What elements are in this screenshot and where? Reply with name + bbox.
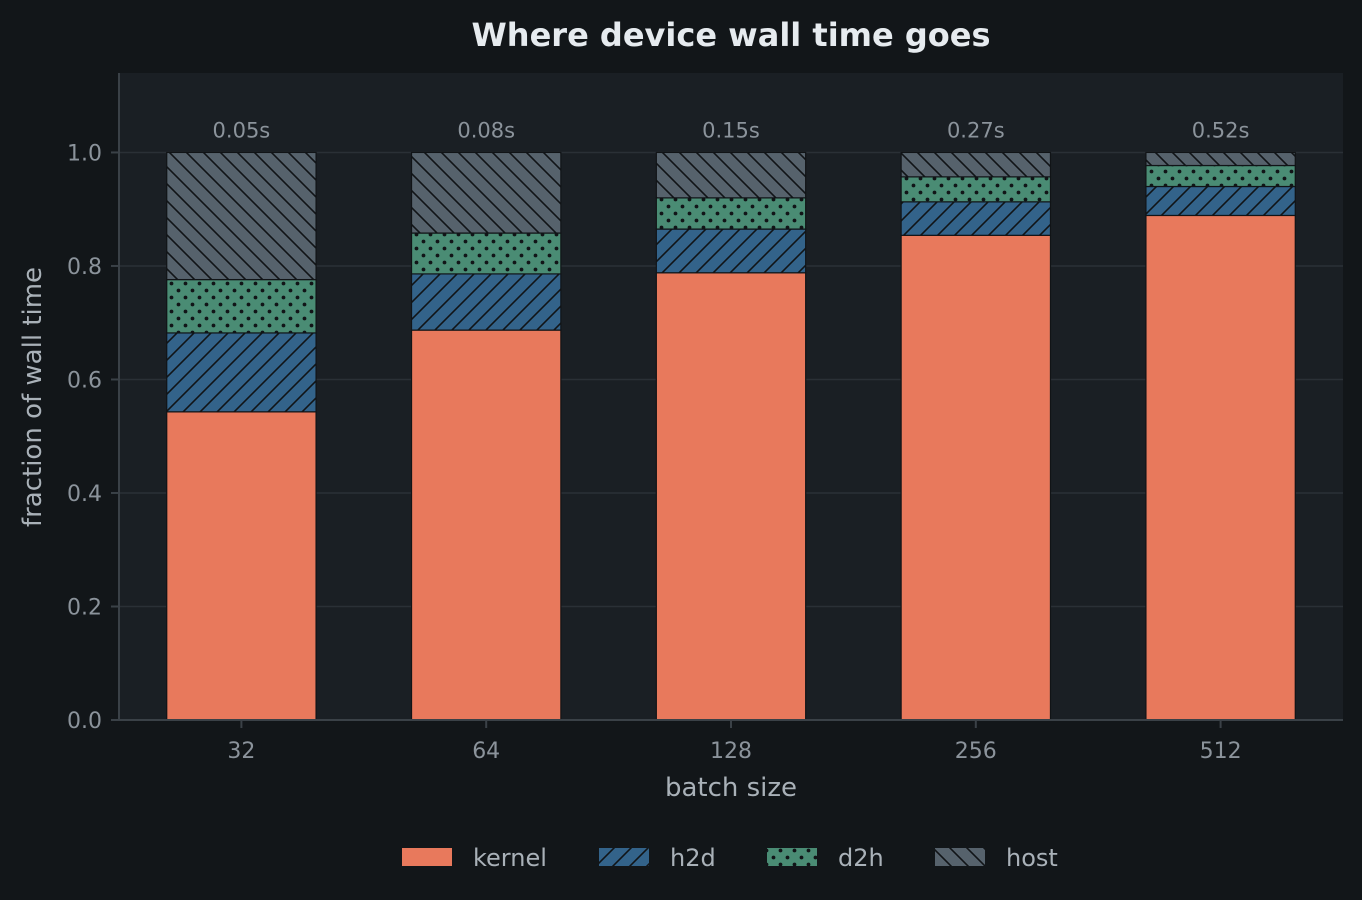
- bar-host-edge: [410, 151, 562, 234]
- bar-total-label: 0.27s: [947, 118, 1005, 142]
- bar-d2h-hatch: [656, 197, 806, 230]
- bar-segment-d2h: [410, 232, 562, 275]
- bar-segment-d2h: [655, 197, 807, 230]
- legend-label: kernel: [473, 844, 547, 872]
- bar-totals: 0.05s 0.08s 0.15s 0.27s 0.52s: [213, 118, 1250, 142]
- y-tick-label: 0.8: [67, 255, 102, 280]
- bar-host-hatch: [411, 152, 561, 234]
- bar-host-edge: [1145, 151, 1296, 167]
- x-tick-label: 512: [1200, 739, 1242, 764]
- bar-d2h-hatch: [411, 233, 561, 274]
- bar-kernel-fill: [411, 330, 561, 720]
- chart-title: Where device wall time goes: [472, 16, 991, 54]
- bar-segment-kernel: [900, 234, 1052, 721]
- bar-segment-d2h: [166, 278, 317, 334]
- bar-segment-h2d: [166, 332, 317, 413]
- bar-segment-d2h: [1145, 164, 1296, 188]
- bar-segment-kernel: [655, 272, 807, 721]
- y-tick-label: 0.6: [67, 368, 102, 393]
- bar-total-label: 0.08s: [457, 118, 515, 142]
- bar-segment-kernel: [410, 329, 562, 721]
- y-tick-label: 0.2: [67, 595, 102, 620]
- bar-total-label: 0.15s: [702, 118, 760, 142]
- bar-h2d-hatch: [656, 229, 806, 273]
- y-tick-label: 1.0: [67, 141, 102, 166]
- y-tick-label: 0.4: [67, 482, 102, 507]
- x-axis-label: batch size: [665, 773, 797, 803]
- bar-host-hatch: [656, 152, 806, 198]
- bar-host-edge: [900, 151, 1052, 178]
- bar-host-edge: [166, 151, 317, 281]
- legend-label: host: [1006, 844, 1058, 872]
- bar-segment-h2d: [900, 201, 1052, 236]
- bar-segment-h2d: [410, 273, 562, 331]
- bar-segment-host: [900, 151, 1052, 178]
- legend-swatch-hatch: [599, 848, 649, 866]
- bar-host-hatch: [901, 152, 1051, 177]
- bar-h2d-hatch: [166, 332, 317, 412]
- bar-segment-host: [166, 151, 317, 281]
- legend-swatch: [402, 848, 452, 866]
- x-ticks: 32 64 128 256 512: [227, 720, 1242, 764]
- x-tick-label: 256: [955, 739, 997, 764]
- bar-kernel-fill: [901, 235, 1051, 720]
- bar-kernel-fill: [656, 272, 806, 720]
- x-tick-label: 64: [472, 739, 500, 764]
- bar-h2d-hatch: [1145, 186, 1296, 216]
- bar-host-hatch: [1145, 152, 1296, 166]
- bar-host-edge: [655, 151, 807, 199]
- x-tick-label: 128: [710, 739, 752, 764]
- bar-d2h-hatch: [1145, 165, 1296, 187]
- bar-total-label: 0.52s: [1192, 118, 1250, 142]
- bar-d2h-hatch: [901, 176, 1051, 202]
- bar-total-label: 0.05s: [213, 118, 271, 142]
- bar-h2d-hatch: [411, 273, 561, 331]
- y-tick-label: 0.0: [67, 709, 102, 734]
- bar-segment-h2d: [1145, 185, 1296, 217]
- legend-swatch-hatch: [767, 848, 817, 866]
- bar-d2h-hatch: [166, 279, 317, 333]
- x-tick-label: 32: [227, 739, 255, 764]
- legend-item-host: host: [935, 844, 1058, 872]
- bar-segment-d2h: [900, 176, 1052, 203]
- bars: [166, 151, 1296, 721]
- bar-segment-kernel: [1145, 214, 1296, 721]
- legend: kernel h2d d2h host: [402, 844, 1058, 872]
- bar-host-hatch: [166, 152, 317, 280]
- bar-segment-kernel: [166, 411, 317, 721]
- bar-segment-host: [410, 151, 562, 234]
- y-ticks: 0.0 0.2 0.4 0.6 0.8 1.0: [67, 141, 119, 734]
- bar-kernel-fill: [166, 411, 317, 720]
- legend-label: h2d: [670, 844, 716, 872]
- bar-kernel-fill: [1145, 215, 1296, 721]
- legend-item-kernel: kernel: [402, 844, 547, 872]
- legend-item-h2d: h2d: [599, 844, 716, 872]
- bar-segment-h2d: [655, 228, 807, 274]
- legend-swatch-hatch: [935, 848, 985, 866]
- legend-item-d2h: d2h: [767, 844, 884, 872]
- bar-h2d-hatch: [901, 201, 1051, 236]
- y-axis-label: fraction of wall time: [18, 267, 48, 527]
- legend-label: d2h: [838, 844, 884, 872]
- bar-segment-host: [655, 151, 807, 199]
- bar-segment-host: [1145, 151, 1296, 167]
